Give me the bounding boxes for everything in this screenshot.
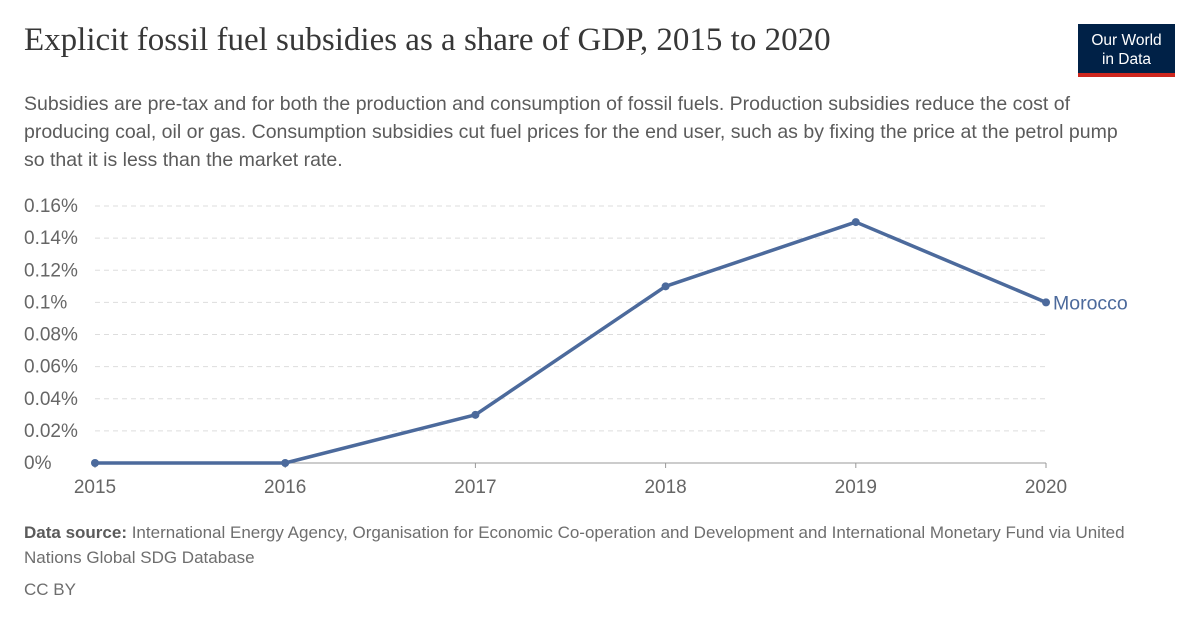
data-point <box>471 410 480 419</box>
data-point <box>851 218 860 227</box>
source-text: International Energy Agency, Organisatio… <box>24 523 1125 567</box>
series-label: Morocco <box>1053 292 1128 314</box>
logo-line-2: in Data <box>1101 51 1152 68</box>
chart-title: Explicit fossil fuel subsidies as a shar… <box>24 22 831 58</box>
x-tick-label: 2016 <box>264 477 306 498</box>
y-tick-label: 0.14% <box>24 228 78 249</box>
x-tick-label: 2020 <box>1025 477 1067 498</box>
y-tick-label: 0.04% <box>24 389 78 410</box>
y-tick-label: 0.02% <box>24 421 78 442</box>
y-tick-label: 0.1% <box>24 292 67 313</box>
logo-line-1: Our World <box>1091 32 1162 49</box>
x-tick-label: 2018 <box>644 477 686 498</box>
data-source: Data source: International Energy Agency… <box>24 521 1164 570</box>
chart-subtitle: Subsidies are pre-tax and for both the p… <box>24 93 1118 171</box>
data-point <box>91 459 99 467</box>
y-tick-label: 0.12% <box>24 260 78 281</box>
y-tick-label: 0% <box>24 453 52 474</box>
x-tick-label: 2015 <box>74 477 116 498</box>
owid-logo[interactable]: Our World in Data <box>1078 24 1175 77</box>
license[interactable]: CC BY <box>24 580 76 599</box>
source-label: Data source: <box>24 523 127 542</box>
y-tick-label: 0.06% <box>24 357 78 378</box>
y-tick-label: 0.08% <box>24 325 78 346</box>
data-point <box>661 282 670 291</box>
y-tick-label: 0.16% <box>24 196 78 217</box>
x-tick-label: 2017 <box>454 477 496 498</box>
data-point <box>1042 298 1050 307</box>
x-tick-label: 2019 <box>835 477 877 498</box>
series-line <box>95 220 1047 465</box>
data-point <box>281 459 290 467</box>
